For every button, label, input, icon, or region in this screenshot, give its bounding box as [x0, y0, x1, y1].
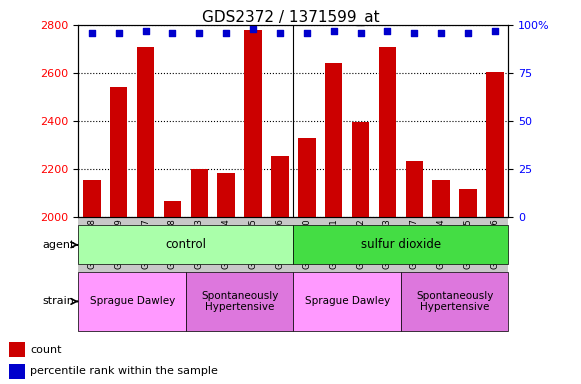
- Point: [329, 28, 338, 34]
- Point: [490, 28, 500, 34]
- Bar: [9, 342, 25, 357]
- Bar: [325, 63, 342, 217]
- Text: strain: strain: [42, 296, 74, 306]
- Point: [221, 30, 231, 36]
- Text: Sprague Dawley: Sprague Dawley: [304, 296, 390, 306]
- Bar: [164, 201, 181, 217]
- Bar: [401, 272, 508, 331]
- Point: [410, 30, 419, 36]
- Point: [383, 28, 392, 34]
- Bar: [217, 172, 235, 217]
- Point: [195, 30, 204, 36]
- Point: [114, 30, 123, 36]
- Bar: [191, 169, 208, 217]
- Bar: [486, 72, 504, 217]
- Bar: [271, 156, 289, 217]
- Bar: [293, 225, 508, 264]
- Point: [302, 30, 311, 36]
- Text: percentile rank within the sample: percentile rank within the sample: [30, 366, 218, 376]
- Text: agent: agent: [42, 240, 74, 250]
- Point: [464, 30, 473, 36]
- Point: [275, 30, 285, 36]
- Text: Spontaneously
Hypertensive: Spontaneously Hypertensive: [201, 291, 278, 312]
- Point: [168, 30, 177, 36]
- Bar: [460, 189, 477, 217]
- Bar: [293, 272, 401, 331]
- Bar: [78, 272, 186, 331]
- Point: [87, 30, 96, 36]
- Bar: [186, 272, 293, 331]
- Bar: [298, 138, 315, 217]
- Bar: [83, 180, 101, 217]
- Bar: [137, 46, 155, 217]
- Text: Spontaneously
Hypertensive: Spontaneously Hypertensive: [416, 291, 493, 312]
- Bar: [379, 46, 396, 217]
- Point: [356, 30, 365, 36]
- Bar: [406, 161, 423, 217]
- Text: control: control: [166, 238, 206, 251]
- Bar: [245, 30, 262, 217]
- Bar: [9, 364, 25, 379]
- Bar: [352, 122, 370, 217]
- Text: sulfur dioxide: sulfur dioxide: [361, 238, 441, 251]
- Bar: [432, 180, 450, 217]
- Point: [249, 26, 258, 32]
- Point: [141, 28, 150, 34]
- Point: [436, 30, 446, 36]
- Bar: [110, 88, 127, 217]
- Bar: [78, 225, 293, 264]
- Text: Sprague Dawley: Sprague Dawley: [89, 296, 175, 306]
- Bar: [78, 217, 508, 332]
- Text: GDS2372 / 1371599_at: GDS2372 / 1371599_at: [202, 10, 379, 26]
- Text: count: count: [30, 344, 62, 354]
